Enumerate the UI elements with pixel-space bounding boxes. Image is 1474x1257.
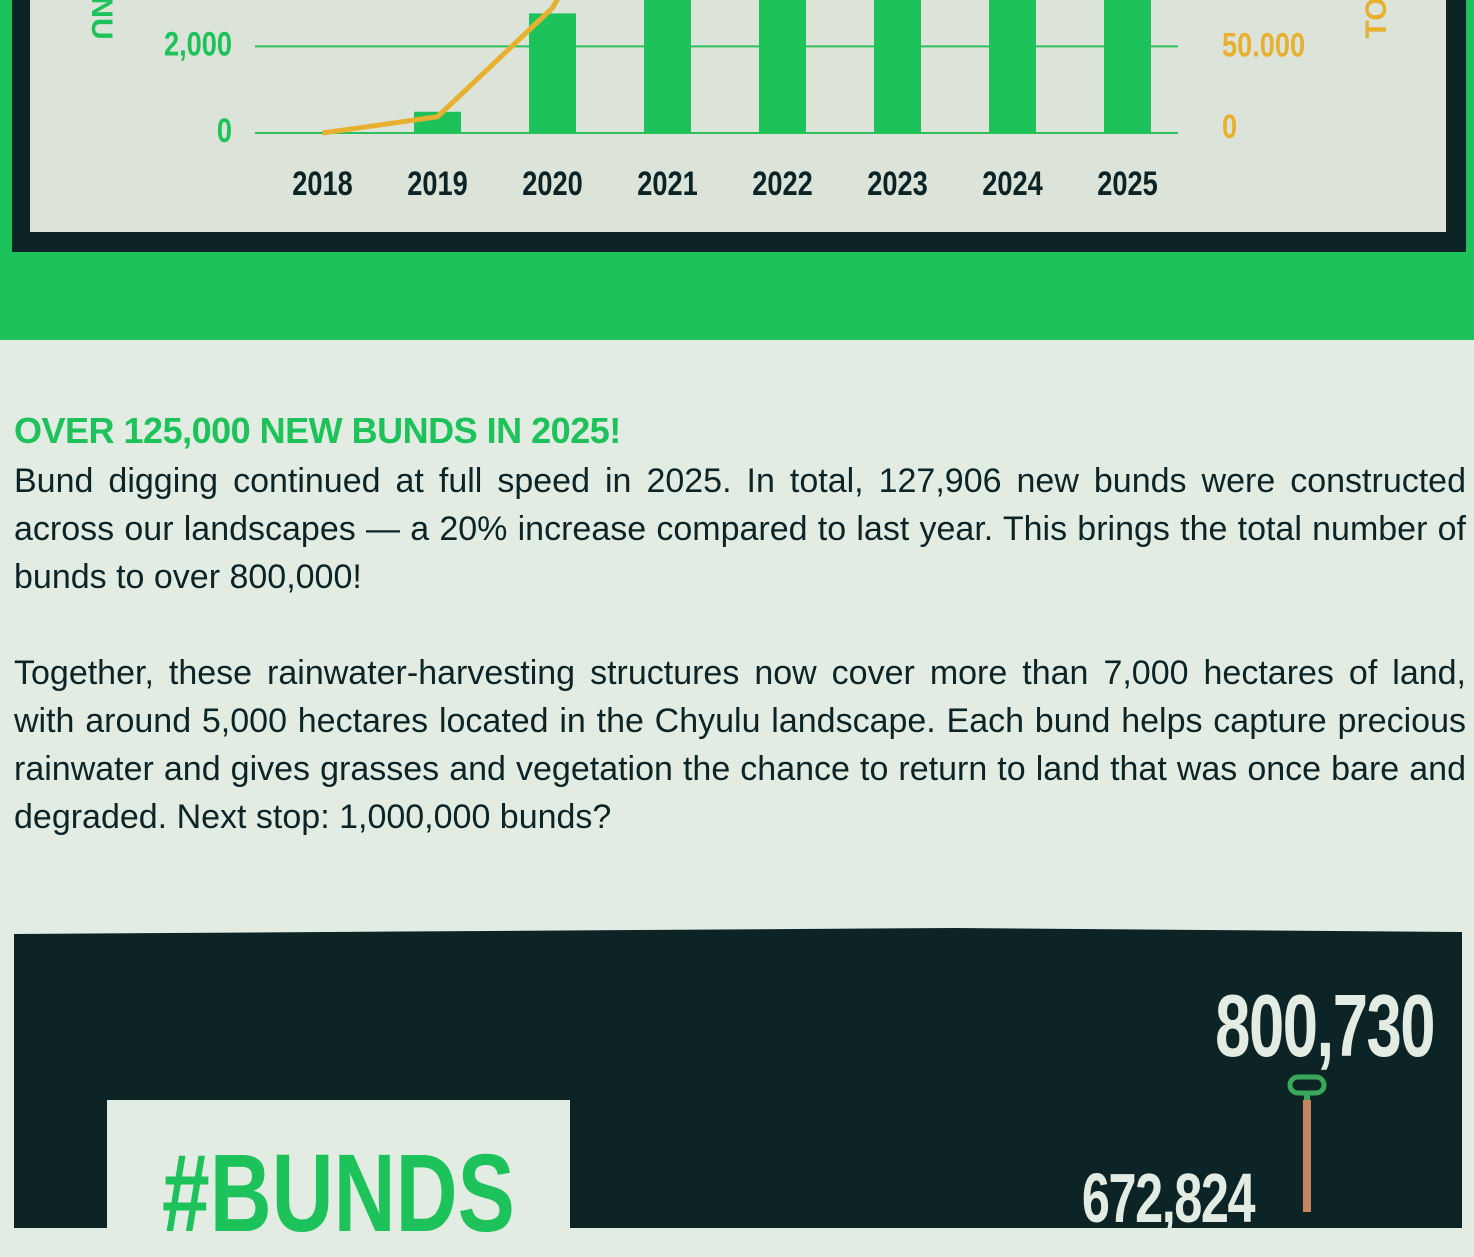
bar — [529, 13, 576, 133]
chart: NU TO 0 2,000 0 50.000 2018 2019 2020 2021 2022 2… — [0, 0, 1474, 340]
tag: #BUNDS — [162, 1132, 515, 1255]
y-axis-label: NU — [85, 0, 118, 40]
bar — [874, 0, 921, 134]
x-tick-label: 2022 — [752, 164, 812, 203]
y-tick-label: 2,000 — [164, 24, 232, 63]
previous-bunds: 672,824 — [1081, 1159, 1256, 1237]
x-tick-label: 2018 — [292, 164, 352, 203]
x-tick-label: 2021 — [637, 164, 697, 203]
chart-panel — [30, 0, 1446, 232]
bar — [1104, 0, 1151, 133]
shovel-icon — [1287, 1074, 1327, 1212]
bar — [989, 0, 1036, 133]
x-tick-label: 2024 — [982, 164, 1042, 203]
x-tick-label: 2020 — [522, 164, 582, 203]
paragraph: Bund digging continued at full speed in … — [14, 462, 1466, 596]
y2-tick-label: 50.000 — [1222, 26, 1305, 65]
total-bunds: 800,730 — [1215, 976, 1435, 1075]
paragraph: Together, these rainwater-harvesting str… — [14, 654, 1466, 836]
bar — [759, 0, 806, 134]
article-heading: OVER 125,000 NEW BUNDS IN 2025! — [14, 410, 621, 451]
y-tick-label: 0 — [217, 111, 232, 150]
y2-tick-label: 0 — [1222, 107, 1237, 146]
line — [322, 0, 560, 136]
x-tick-label: 2023 — [867, 164, 927, 203]
x-tick-label: 2019 — [407, 164, 467, 203]
y2-axis-label: TO — [1360, 0, 1393, 39]
x-tick-label: 2025 — [1097, 164, 1157, 203]
bar — [644, 0, 691, 133]
